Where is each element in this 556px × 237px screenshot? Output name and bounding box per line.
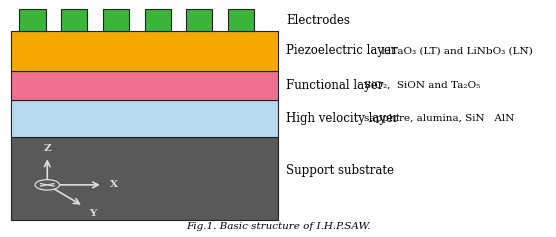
Text: Piezoelectric layer: Piezoelectric layer xyxy=(286,45,397,57)
Text: Functional layer: Functional layer xyxy=(286,79,384,92)
Bar xyxy=(103,9,129,31)
Bar xyxy=(11,71,278,100)
Bar xyxy=(186,9,212,31)
Bar xyxy=(145,9,171,31)
Bar xyxy=(228,9,254,31)
Text: Support substrate: Support substrate xyxy=(286,164,394,177)
Bar xyxy=(11,137,278,220)
Text: LiTaO₃ (LT) and LiNbO₃ (LN̅): LiTaO₃ (LT) and LiNbO₃ (LN̅) xyxy=(381,46,533,55)
Text: Electrodes: Electrodes xyxy=(286,14,350,27)
Text: Fig.1. Basic structure of I.H.P.SAW.: Fig.1. Basic structure of I.H.P.SAW. xyxy=(186,222,370,231)
Bar xyxy=(19,9,46,31)
Bar xyxy=(11,100,278,137)
Circle shape xyxy=(35,180,59,190)
Bar xyxy=(11,31,278,71)
Bar xyxy=(61,9,87,31)
Text: SiO₂,  SiON and Ta₂O₅: SiO₂, SiON and Ta₂O₅ xyxy=(364,81,480,90)
Text: sapphire, alumina, SiN   AlN: sapphire, alumina, SiN AlN xyxy=(364,114,514,123)
Text: Z: Z xyxy=(43,144,51,153)
Text: Y: Y xyxy=(89,209,96,218)
Text: High velocity layer: High velocity layer xyxy=(286,112,399,125)
Text: X: X xyxy=(110,180,117,189)
